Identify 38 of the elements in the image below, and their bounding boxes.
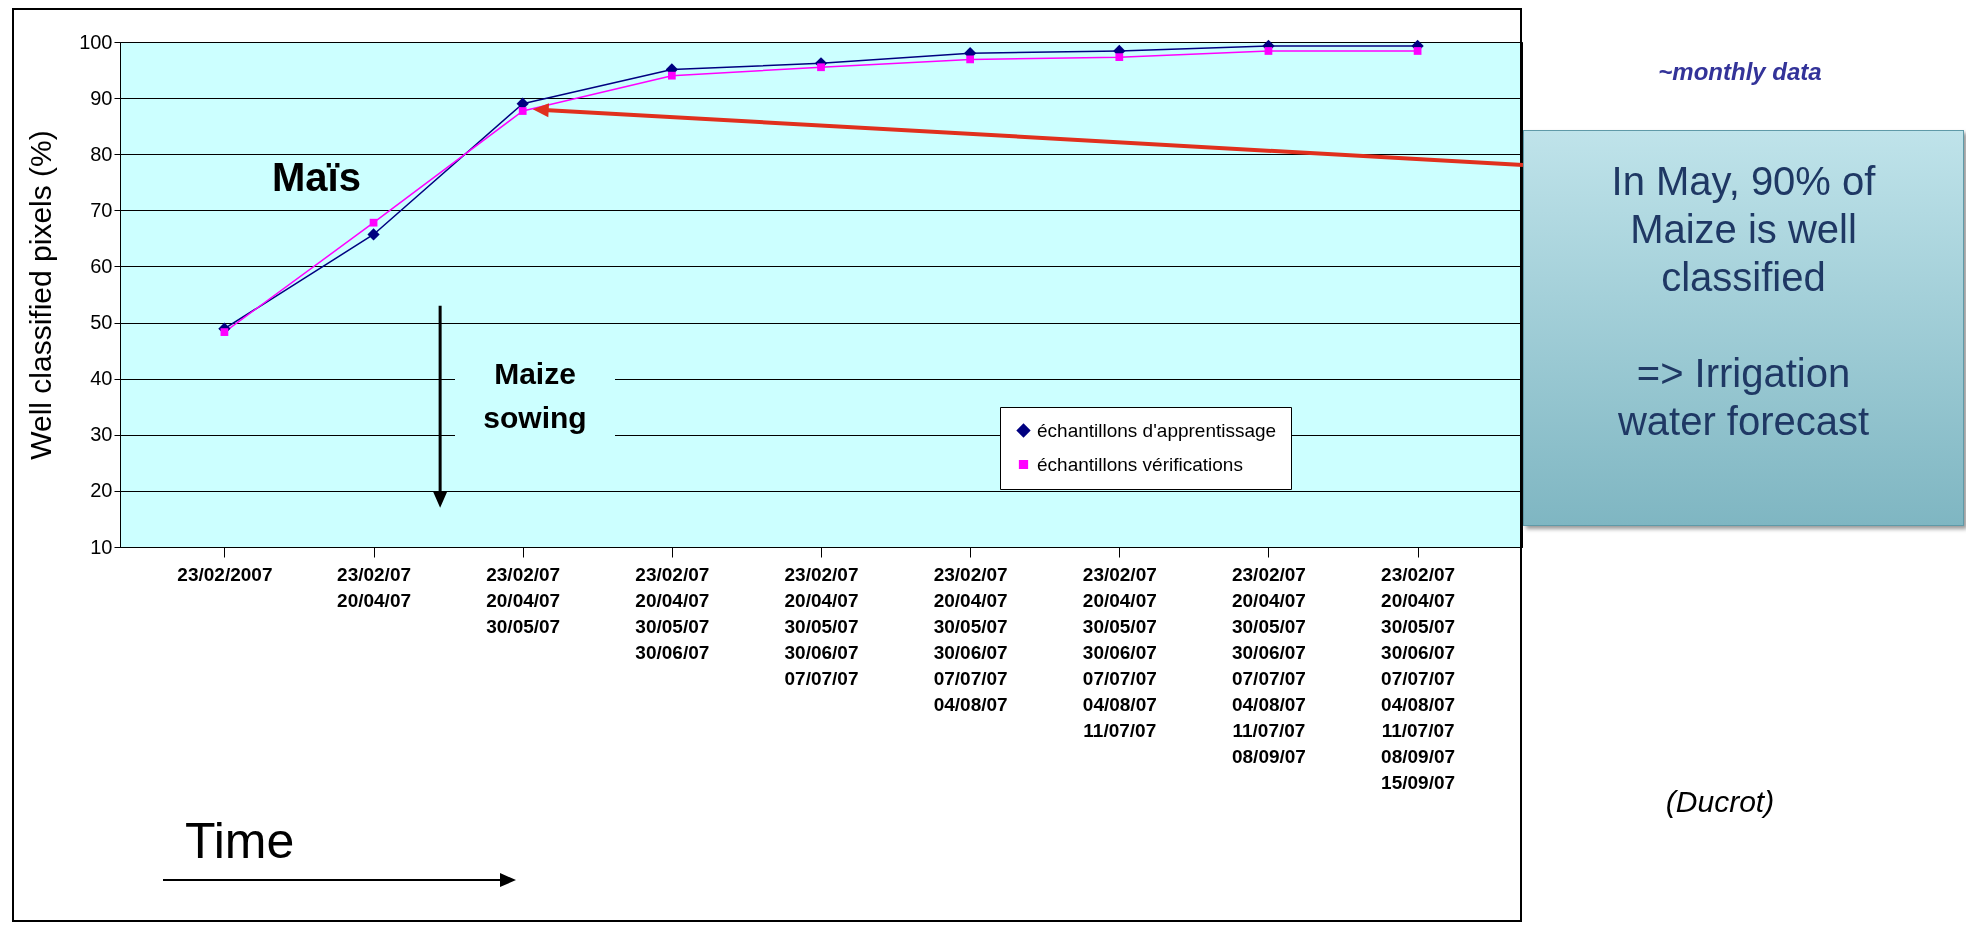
y-tick-label: 20 — [90, 479, 113, 502]
point — [966, 55, 975, 64]
x-tick-label: 23/02/2007 — [177, 563, 273, 585]
x-tick-label: 23/02/07 20/04/07 30/05/07 30/06/07 07/07/07 04/08/07 11/07/07 08/09/07 — [1231, 563, 1306, 767]
y-tick-label: 40 — [90, 367, 113, 390]
point — [518, 107, 527, 115]
y-tick-label: 50 — [90, 311, 113, 334]
point — [220, 328, 229, 336]
text: (Ducrot) — [1664, 785, 1776, 819]
point — [1413, 47, 1422, 55]
category-label: 23/02/07 20/04/07 30/05/07 30/06/07 07/07/07 04/08/07 11/07/07 08/09/07 15/09/07 — [1381, 563, 1456, 793]
annotation: Maize sowing — [455, 352, 615, 439]
x-tick-label: 23/02/07 20/04/07 — [337, 563, 412, 611]
text: In May, 90% of Maize is well classified => Irrigation water forecast — [1611, 159, 1876, 443]
y-tick-label: 100 — [79, 30, 113, 53]
point — [369, 218, 378, 227]
legend-label: échantillons vérifications — [1037, 453, 1243, 475]
point — [667, 71, 676, 80]
legend-label: échantillons d'apprentissage — [1037, 419, 1277, 441]
y-tick-label: 60 — [90, 254, 113, 277]
y-axis-title: Well classified pixels (%) — [24, 130, 58, 460]
point — [1115, 53, 1124, 62]
x-tick-label: 23/02/07 20/04/07 30/05/07 — [486, 563, 561, 637]
point — [817, 63, 825, 72]
y-tick-label: 10 — [90, 535, 113, 558]
point — [1264, 47, 1273, 55]
text: Time — [185, 812, 295, 870]
point — [367, 228, 380, 241]
x-tick-label: 23/02/07 20/04/07 30/05/07 30/06/07 — [635, 563, 710, 663]
y-tick-label: 70 — [90, 198, 113, 221]
y-tick-label: 30 — [90, 423, 113, 446]
y-tick-label: 80 — [90, 142, 113, 165]
annotation: Maïs — [272, 155, 361, 200]
x-tick-label: 23/02/07 20/04/07 30/05/07 30/06/07 07/07/07 04/08/07 — [933, 563, 1008, 715]
x-tick-label: 23/02/07 20/04/07 30/05/07 30/06/07 07/07/07 — [784, 563, 859, 689]
x-tick-label: 23/02/07 20/04/07 30/05/07 30/06/07 07/07/07 04/08/07 11/07/07 — [1082, 563, 1157, 741]
text: ~monthly data — [1657, 58, 1823, 86]
y-tick-label: 90 — [90, 86, 113, 109]
